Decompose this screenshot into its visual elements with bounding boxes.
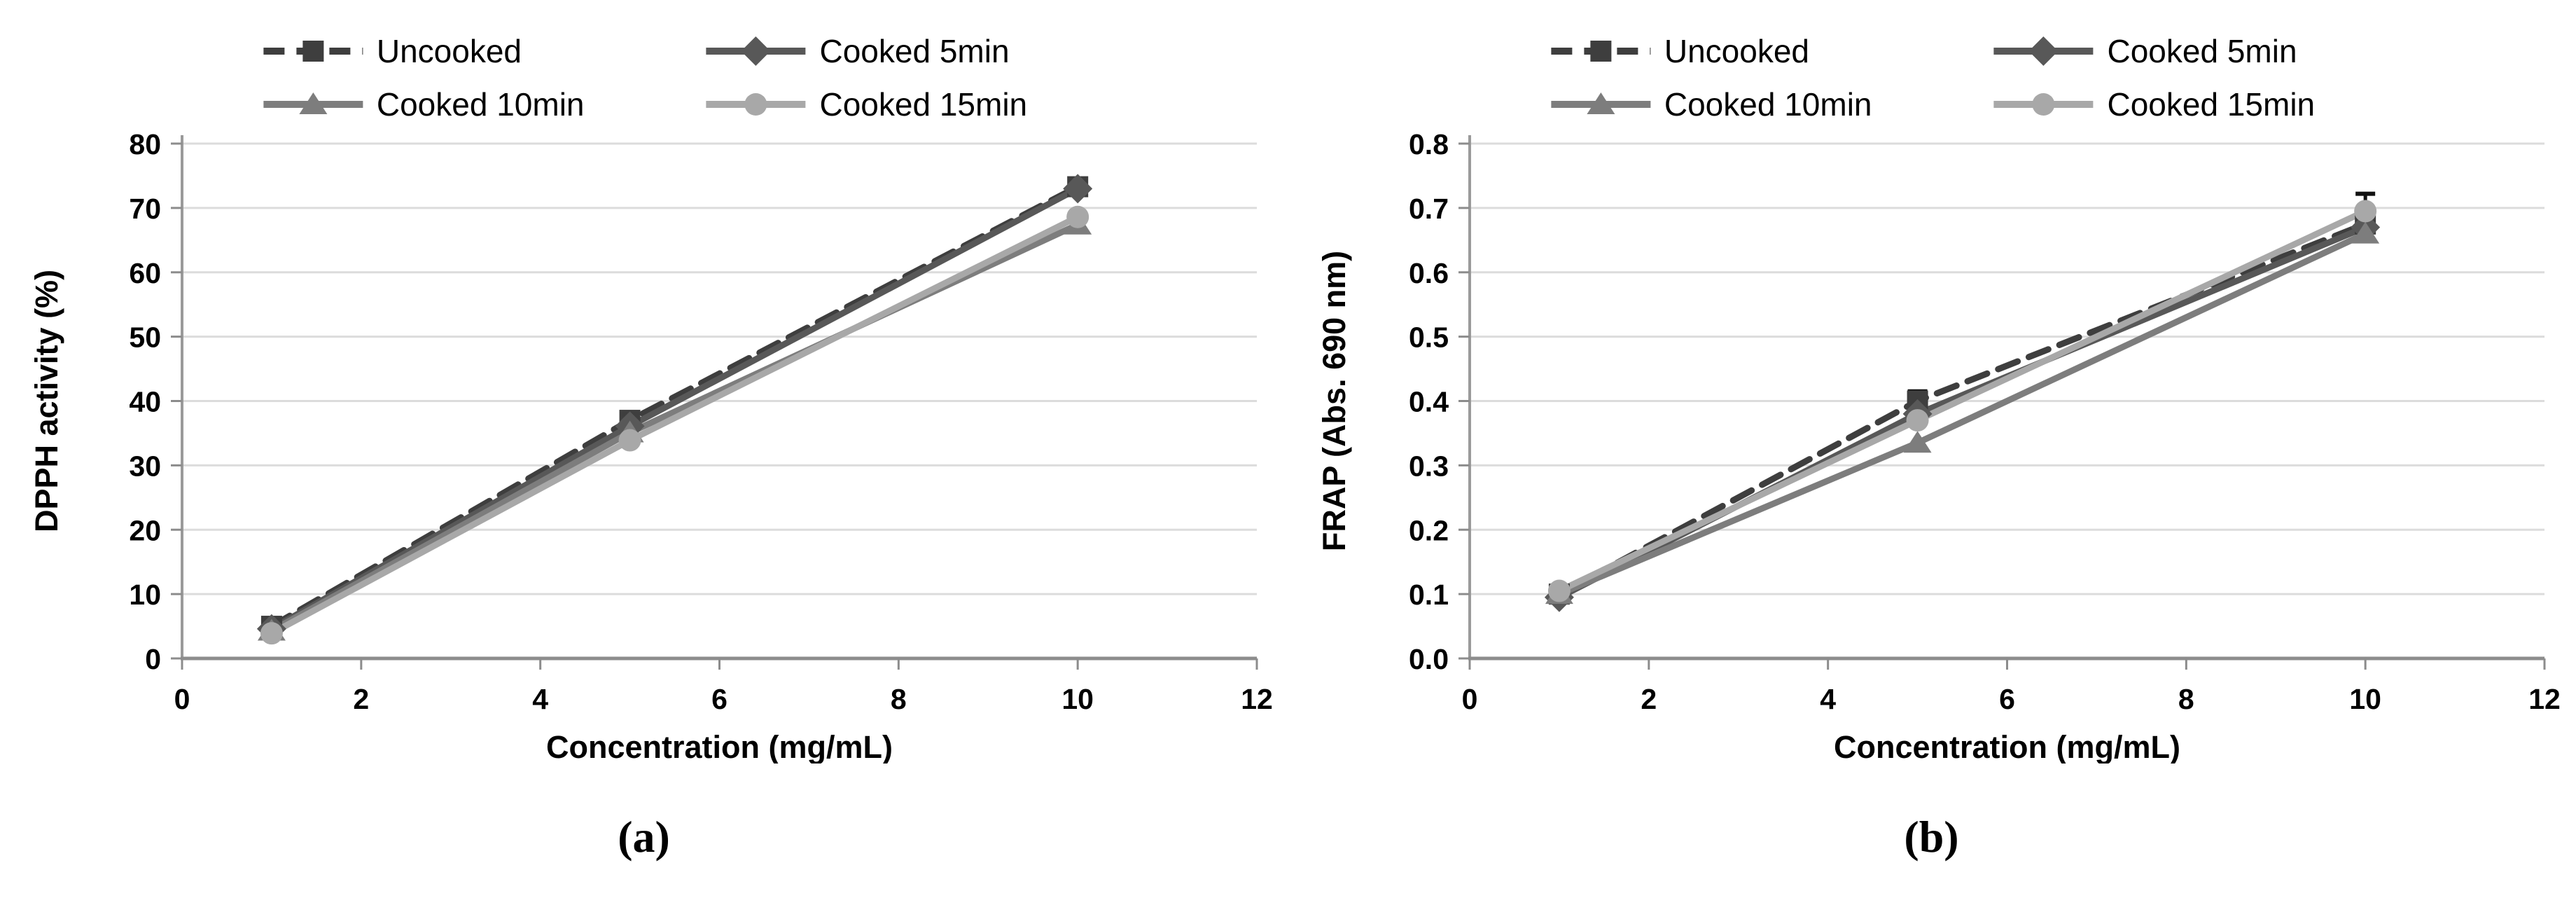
y-tick-label: 50	[129, 322, 161, 354]
marker-diamond-cooked-5min	[1063, 174, 1093, 204]
legend-marker-triangle-icon	[263, 92, 363, 114]
y-tick-label: 0.8	[1409, 130, 1449, 160]
y-tick-label: 0.2	[1409, 514, 1449, 546]
legend-marker-shape	[2028, 36, 2059, 66]
x-tick-label: 12	[2528, 683, 2561, 715]
x-tick-label: 2	[1641, 683, 1657, 715]
y-tick-label: 30	[129, 450, 161, 482]
x-tick-label: 8	[2178, 683, 2194, 715]
series-line-cooked-15min	[268, 214, 1081, 637]
legend-label-cooked-15min: Cooked 15min	[2107, 86, 2316, 123]
x-axis-title: Concentration (mg/mL)	[546, 729, 893, 763]
marker-triangle-cooked-10min	[1903, 431, 1932, 453]
y-tick-label: 60	[129, 257, 161, 289]
legend-label-cooked-15min: Cooked 15min	[819, 86, 1028, 123]
marker-circle-cooked-15min	[1906, 409, 1929, 432]
legend-marker-shape	[2032, 93, 2055, 116]
series-lines	[1556, 207, 2369, 601]
legend-item-uncooked: Uncooked	[1548, 29, 1872, 73]
legend-label-cooked-10min: Cooked 10min	[376, 86, 585, 123]
legend-marker-shape	[1589, 41, 1611, 62]
y-tick-label: 10	[129, 579, 161, 611]
x-tick-label: 10	[1061, 683, 1094, 715]
error-bars	[1907, 191, 2376, 401]
y-axis-title: DPPH activity (%)	[29, 270, 64, 532]
marker-circle-cooked-15min	[1066, 205, 1089, 228]
x-tick-label: 6	[711, 683, 727, 715]
y-tick-label: 0.1	[1409, 579, 1449, 611]
y-tick-label: 80	[129, 130, 161, 160]
legend-marker-circle-icon	[1993, 93, 2094, 116]
legend-item-cooked-15min: Cooked 15min	[1991, 83, 2316, 126]
gridlines	[182, 142, 1257, 595]
marker-circle-cooked-15min	[618, 429, 641, 452]
legend-marker-triangle-icon	[1550, 92, 1650, 114]
legend-item-uncooked: Uncooked	[260, 29, 585, 73]
legend-item-cooked-15min: Cooked 15min	[704, 83, 1028, 126]
legend-marker-circle-icon	[706, 93, 806, 116]
legend-marker-diamond-icon	[1993, 36, 2094, 66]
y-tick-label: 0	[145, 643, 161, 675]
marker-circle-cooked-15min	[260, 622, 283, 645]
y-tick-label: 20	[129, 514, 161, 546]
y-tick-label: 0.5	[1409, 322, 1449, 354]
x-tick-label: 0	[174, 683, 190, 715]
y-tick-label: 0.4	[1409, 386, 1449, 418]
legend-item-cooked-10min: Cooked 10min	[1548, 83, 1872, 126]
axis-ticks	[1458, 142, 2546, 670]
marker-circle-cooked-15min	[1547, 579, 1571, 602]
series-line-cooked-10min	[1556, 230, 2369, 597]
legend-item-cooked-10min: Cooked 10min	[260, 83, 585, 126]
legend-marker-shape	[744, 93, 767, 116]
legend-a: Uncooked Cooked 5min Cooked 10min Cooked 15…	[260, 29, 1027, 126]
legend-marker-shape	[302, 41, 323, 62]
x-tick-label: 4	[532, 683, 548, 715]
legend-marker-square-icon	[263, 41, 363, 62]
legend-label-cooked-10min: Cooked 10min	[1664, 86, 1872, 123]
legend-marker-shape	[741, 36, 771, 66]
x-tick-label: 0	[1462, 683, 1478, 715]
plot-a: 0 10 20 30 40 50 60 70 80 0 2 4 6 8 10 12 Concentration …	[29, 130, 1273, 763]
y-tick-label: 70	[129, 193, 161, 225]
x-tick-label: 8	[891, 683, 907, 715]
x-axis-title: Concentration (mg/mL)	[1834, 729, 2180, 763]
legend-marker-diamond-icon	[706, 36, 806, 66]
legend-label-uncooked: Uncooked	[376, 33, 522, 69]
x-tick-label: 2	[353, 683, 369, 715]
x-tick-label: 10	[2349, 683, 2381, 715]
y-tick-label: 0.0	[1409, 643, 1449, 675]
chart-panel-a: Uncooked Cooked 5min Cooked 10min Cooked 15…	[29, 29, 1273, 862]
series-markers	[256, 174, 1093, 645]
series-markers	[1544, 200, 2381, 612]
legend-label-cooked-5min: Cooked 5min	[819, 33, 1010, 69]
x-tick-label: 6	[1999, 683, 2015, 715]
caption-a: (a)	[618, 812, 670, 862]
legend-label-uncooked: Uncooked	[1664, 33, 1810, 69]
y-tick-label: 0.3	[1409, 450, 1449, 482]
marker-circle-cooked-15min	[2354, 200, 2377, 223]
y-tick-label: 0.6	[1409, 257, 1449, 289]
legend-marker-square-icon	[1550, 41, 1650, 62]
legend-marker-shape	[1586, 92, 1615, 114]
legend-item-cooked-5min: Cooked 5min	[1991, 29, 2316, 73]
series-lines	[268, 184, 1081, 637]
plot-b: 0.0 0.1 0.2 0.3 0.4 0.5 0.6 0.7 0.8 0 2 4 6 8 10 12 Conc…	[1316, 130, 2561, 763]
caption-b: (b)	[1904, 812, 1959, 862]
y-axis-title: FRAP (Abs. 690 nm)	[1316, 251, 1352, 551]
chart-panel-b: Uncooked Cooked 5min Cooked 10min Cooked 15…	[1288, 0, 2575, 919]
x-tick-label: 12	[1241, 683, 1273, 715]
x-tick-label: 4	[1820, 683, 1836, 715]
axis-ticks	[171, 142, 1258, 670]
legend-b: Uncooked Cooked 5min Cooked 10min Cooked 15…	[1548, 29, 2315, 126]
legend-label-cooked-5min: Cooked 5min	[2107, 33, 2297, 69]
marker-triangle-cooked-10min	[2351, 221, 2380, 244]
y-tick-label: 40	[129, 386, 161, 418]
legend-marker-shape	[298, 92, 327, 114]
legend-item-cooked-5min: Cooked 5min	[704, 29, 1028, 73]
y-tick-label: 0.7	[1409, 193, 1449, 225]
